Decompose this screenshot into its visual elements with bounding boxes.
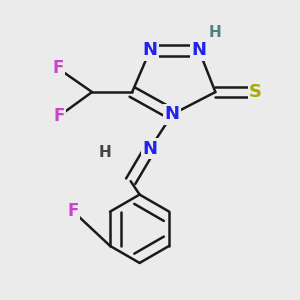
Text: N: N — [191, 41, 206, 59]
Text: F: F — [67, 202, 78, 220]
Text: N: N — [165, 105, 180, 123]
Text: F: F — [54, 107, 65, 125]
Text: S: S — [249, 83, 262, 101]
Text: N: N — [142, 140, 158, 158]
Text: F: F — [52, 59, 64, 77]
Text: N: N — [142, 41, 158, 59]
Text: H: H — [99, 146, 112, 160]
Text: H: H — [209, 25, 222, 40]
